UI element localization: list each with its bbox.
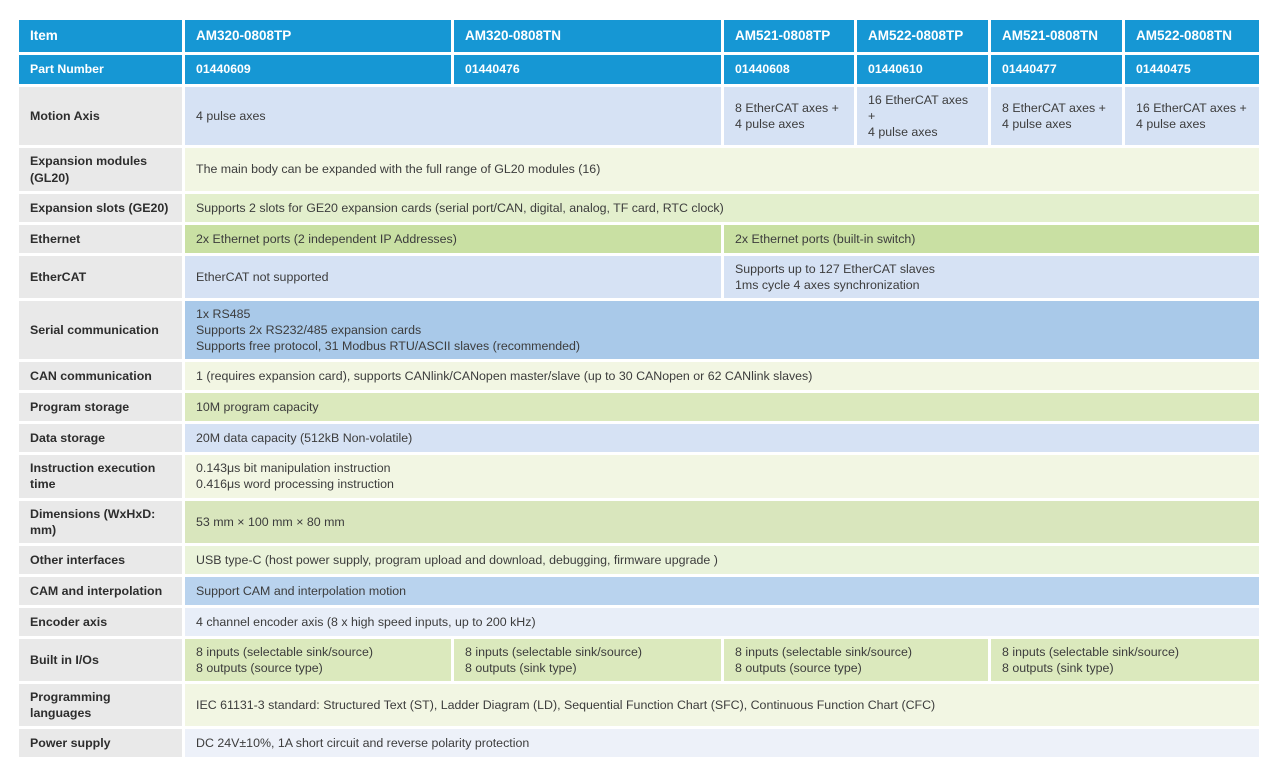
- row-label-instruction-execution-time: Instruction execution time: [19, 455, 182, 498]
- spec-value-dimensions: 53 mm × 100 mm × 80 mm: [185, 500, 1259, 543]
- spec-value-encoder-axis: 4 channel encoder axis (8 x high speed i…: [185, 607, 1259, 636]
- spec-value-data-storage: 20M data capacity (512kB Non-volatile): [185, 424, 1259, 453]
- spec-value-can-communication: 1 (requires expansion card), supports CA…: [185, 362, 1259, 391]
- column-header-model: AM522-0808TP: [857, 20, 988, 52]
- row-label-serial-communication: Serial communication: [19, 300, 182, 360]
- row-label-part-number: Part Number: [19, 55, 182, 84]
- spec-value-ethercat: EtherCAT not supported: [185, 255, 721, 298]
- spec-value-motion-axis: 8 EtherCAT axes +4 pulse axes: [991, 87, 1122, 146]
- spec-row-program-storage: Program storage 10M program capacity: [19, 393, 1259, 422]
- spec-row-programming-languages: Programming languages IEC 61131-3 standar…: [19, 684, 1259, 727]
- spec-row-dimensions: Dimensions (WxHxD: mm) 53 mm × 100 mm × 8…: [19, 500, 1259, 543]
- spec-value-motion-axis: 8 EtherCAT axes +4 pulse axes: [724, 87, 854, 146]
- spec-value-built-in-ios: 8 inputs (selectable sink/source) 8 outpu…: [724, 638, 988, 681]
- spec-value-ethercat: Supports up to 127 EtherCAT slaves 1ms cy…: [724, 255, 1259, 298]
- spec-row-instruction-execution-time: Instruction execution time 0.143μs bit ma…: [19, 455, 1259, 498]
- row-label-ethernet: Ethernet: [19, 224, 182, 253]
- column-header-model: AM320-0808TP: [185, 20, 451, 52]
- column-header-model: AM522-0808TN: [1125, 20, 1259, 52]
- row-label-built-in-ios: Built in I/Os: [19, 638, 182, 681]
- model-header-row: Item AM320-0808TP AM320-0808TN AM521-0808TP…: [19, 20, 1259, 52]
- spec-value-cam-interpolation: Support CAM and interpolation motion: [185, 576, 1259, 605]
- spec-value-other-interfaces: USB type-C (host power supply, program u…: [185, 545, 1259, 574]
- part-number-value: 01440476: [454, 55, 721, 84]
- part-number-value: 01440477: [991, 55, 1122, 84]
- spec-row-expansion-modules: Expansion modules (GL20) The main body ca…: [19, 148, 1259, 191]
- spec-value-ethernet: 2x Ethernet ports (built-in switch): [724, 224, 1259, 253]
- column-header-model: AM320-0808TN: [454, 20, 721, 52]
- spec-row-serial-communication: Serial communication 1x RS485 Supports 2x …: [19, 300, 1259, 360]
- spec-row-other-interfaces: Other interfaces USB type-C (host power s…: [19, 545, 1259, 574]
- spec-row-motion-axis: Motion Axis 4 pulse axes 8 EtherCAT axes +…: [19, 87, 1259, 146]
- column-header-model: AM521-0808TN: [991, 20, 1122, 52]
- row-label-other-interfaces: Other interfaces: [19, 545, 182, 574]
- spec-value-expansion-modules: The main body can be expanded with the f…: [185, 148, 1259, 191]
- column-header-model: AM521-0808TP: [724, 20, 854, 52]
- row-label-program-storage: Program storage: [19, 393, 182, 422]
- spec-row-power-supply: Power supply DC 24V±10%, 1A short circuit…: [19, 729, 1259, 758]
- row-label-power-supply: Power supply: [19, 729, 182, 758]
- spec-table-head: Item AM320-0808TP AM320-0808TN AM521-0808TP…: [19, 20, 1259, 52]
- row-label-encoder-axis: Encoder axis: [19, 607, 182, 636]
- spec-value-motion-axis: 16 EtherCAT axes +4 pulse axes: [1125, 87, 1259, 146]
- row-label-can-communication: CAN communication: [19, 362, 182, 391]
- row-label-programming-languages: Programming languages: [19, 684, 182, 727]
- part-number-value: 01440475: [1125, 55, 1259, 84]
- spec-row-can-communication: CAN communication 1 (requires expansion c…: [19, 362, 1259, 391]
- spec-row-encoder-axis: Encoder axis 4 channel encoder axis (8 x …: [19, 607, 1259, 636]
- spec-row-cam-interpolation: CAM and interpolation Support CAM and int…: [19, 576, 1259, 605]
- row-label-expansion-slots: Expansion slots (GE20): [19, 193, 182, 222]
- spec-row-built-in-ios: Built in I/Os 8 inputs (selectable sink/s…: [19, 638, 1259, 681]
- part-number-value: 01440609: [185, 55, 451, 84]
- spec-value-program-storage: 10M program capacity: [185, 393, 1259, 422]
- spec-table-body: Part Number 01440609 01440476 01440608 01440…: [19, 55, 1259, 758]
- spec-value-serial-communication: 1x RS485 Supports 2x RS232/485 expansion …: [185, 300, 1259, 360]
- spec-value-motion-axis: 4 pulse axes: [185, 87, 721, 146]
- spec-value-built-in-ios: 8 inputs (selectable sink/source) 8 outpu…: [185, 638, 451, 681]
- spec-row-ethercat: EtherCAT EtherCAT not supported Supports u…: [19, 255, 1259, 298]
- column-header-item: Item: [19, 20, 182, 52]
- row-label-motion-axis: Motion Axis: [19, 87, 182, 146]
- spec-row-ethernet: Ethernet 2x Ethernet ports (2 independent…: [19, 224, 1259, 253]
- row-label-dimensions: Dimensions (WxHxD: mm): [19, 500, 182, 543]
- part-number-row: Part Number 01440609 01440476 01440608 01440…: [19, 55, 1259, 84]
- spec-value-power-supply: DC 24V±10%, 1A short circuit and reverse…: [185, 729, 1259, 758]
- spec-value-ethernet: 2x Ethernet ports (2 independent IP Addr…: [185, 224, 721, 253]
- spec-value-motion-axis: 16 EtherCAT axes +4 pulse axes: [857, 87, 988, 146]
- spec-row-expansion-slots: Expansion slots (GE20) Supports 2 slots f…: [19, 193, 1259, 222]
- row-label-cam-interpolation: CAM and interpolation: [19, 576, 182, 605]
- spec-value-built-in-ios: 8 inputs (selectable sink/source) 8 outpu…: [454, 638, 721, 681]
- spec-table: Item AM320-0808TP AM320-0808TN AM521-0808TP…: [16, 17, 1262, 760]
- spec-value-instruction-execution-time: 0.143μs bit manipulation instruction 0.41…: [185, 455, 1259, 498]
- part-number-value: 01440610: [857, 55, 988, 84]
- spec-value-programming-languages: IEC 61131-3 standard: Structured Text (S…: [185, 684, 1259, 727]
- row-label-ethercat: EtherCAT: [19, 255, 182, 298]
- row-label-data-storage: Data storage: [19, 424, 182, 453]
- spec-value-expansion-slots: Supports 2 slots for GE20 expansion card…: [185, 193, 1259, 222]
- row-label-expansion-modules: Expansion modules (GL20): [19, 148, 182, 191]
- part-number-value: 01440608: [724, 55, 854, 84]
- spec-row-data-storage: Data storage 20M data capacity (512kB Non…: [19, 424, 1259, 453]
- spec-value-built-in-ios: 8 inputs (selectable sink/source) 8 outpu…: [991, 638, 1259, 681]
